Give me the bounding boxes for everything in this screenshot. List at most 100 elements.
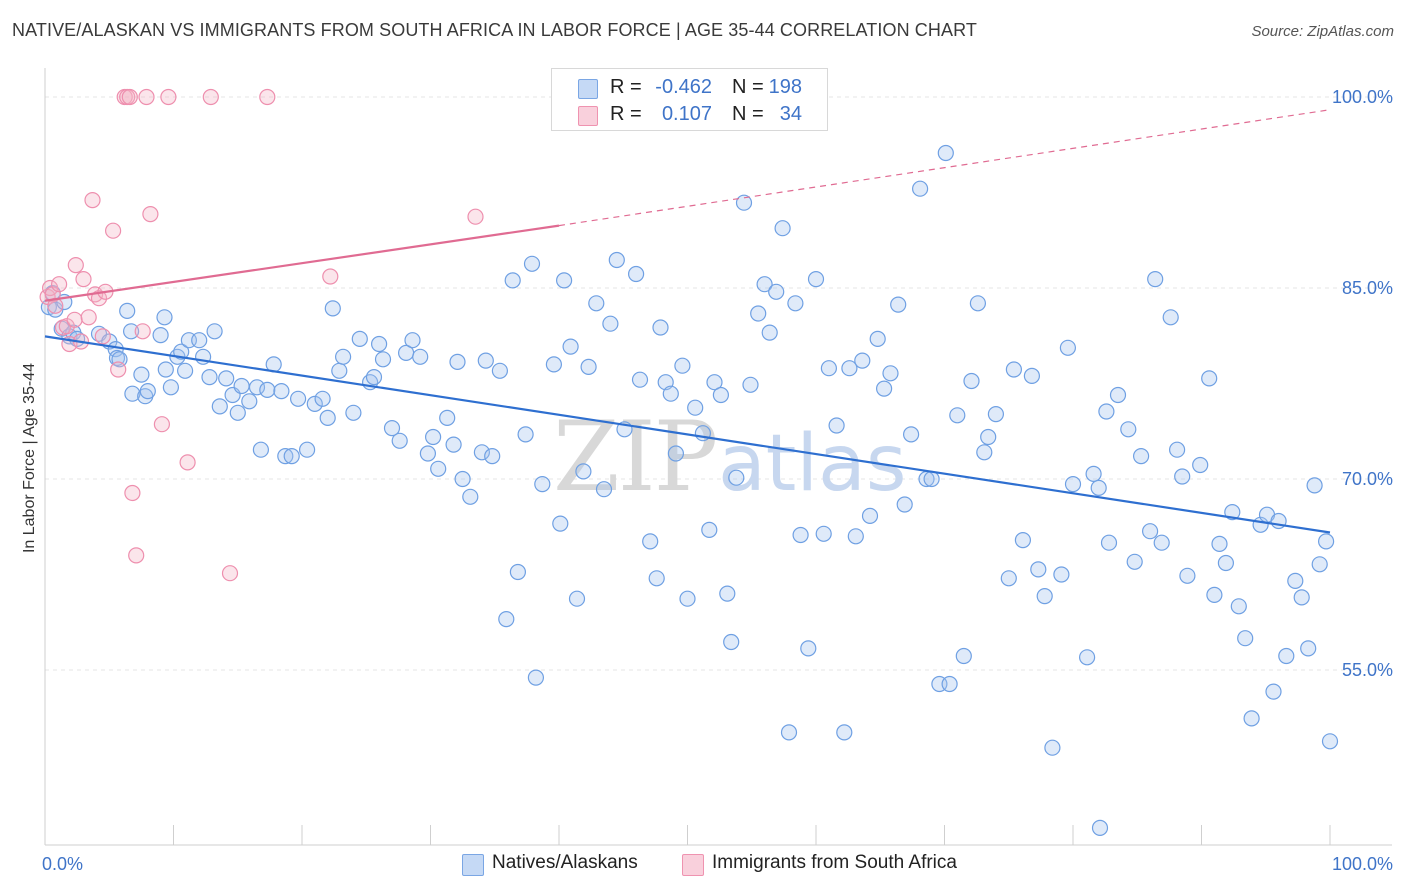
native-point xyxy=(768,283,785,300)
native-point xyxy=(631,371,649,388)
native-point xyxy=(241,393,258,410)
native-point xyxy=(735,194,753,211)
native-point xyxy=(335,348,352,365)
native-point xyxy=(211,398,228,415)
native-point xyxy=(1224,503,1241,521)
native-point xyxy=(728,469,745,486)
native-point xyxy=(963,372,980,390)
natives-alaskans-points xyxy=(40,95,1339,837)
y-tick-label: 100.0% xyxy=(1332,87,1393,107)
natives-trend-line xyxy=(44,335,1331,534)
native-point xyxy=(1078,649,1096,666)
native-point xyxy=(1201,370,1218,387)
native-point xyxy=(679,590,696,607)
native-point xyxy=(1265,683,1282,700)
south-africa-point xyxy=(138,88,155,106)
native-point xyxy=(430,460,447,477)
native-point xyxy=(229,404,246,421)
native-point xyxy=(869,330,886,347)
native-point xyxy=(949,407,966,424)
x-tick-label: 0.0% xyxy=(42,854,83,874)
native-point xyxy=(642,533,659,550)
native-point xyxy=(1147,271,1164,288)
native-point xyxy=(248,379,266,396)
native-point xyxy=(391,432,408,449)
native-point xyxy=(306,395,323,412)
native-point xyxy=(687,399,704,416)
native-point xyxy=(987,406,1005,423)
native-point xyxy=(491,362,508,379)
native-point xyxy=(1091,819,1109,837)
south-africa-point xyxy=(75,271,92,288)
legend-swatch-south-africa xyxy=(682,854,704,876)
native-point xyxy=(484,448,501,465)
n-label: N = xyxy=(732,103,764,125)
y-tick-label: 85.0% xyxy=(1342,278,1393,298)
south-africa-point xyxy=(202,88,219,106)
native-point xyxy=(575,463,592,480)
south-africa-trend-line xyxy=(44,224,560,302)
native-point xyxy=(712,386,730,404)
native-point xyxy=(1126,553,1143,570)
native-point xyxy=(290,390,307,407)
native-point xyxy=(133,366,150,383)
native-point xyxy=(498,610,515,628)
south-africa-point xyxy=(134,323,151,340)
native-point xyxy=(1287,572,1304,590)
native-point xyxy=(841,360,858,377)
native-point xyxy=(937,144,954,162)
native-point xyxy=(331,362,348,379)
native-point xyxy=(562,338,579,355)
native-point xyxy=(371,335,388,353)
native-point xyxy=(595,481,613,498)
trend-lines xyxy=(44,109,1331,534)
native-point xyxy=(1211,535,1228,553)
native-point xyxy=(218,370,235,387)
native-point xyxy=(902,426,920,443)
correlation-stats-box: R = -0.462 N = 198 R = 0.107 N = 34 xyxy=(551,68,828,131)
x-tick-label: 100.0% xyxy=(1332,854,1393,874)
r-value: 0.107 xyxy=(661,103,712,125)
y-tick-label: 55.0% xyxy=(1342,660,1393,680)
native-point xyxy=(157,361,174,378)
stats-row-natives: R = -0.462 N = 198 xyxy=(552,73,827,101)
native-point xyxy=(1100,534,1118,551)
native-point xyxy=(552,515,569,532)
native-point xyxy=(1000,570,1017,587)
native-point xyxy=(976,444,993,461)
native-point xyxy=(1174,468,1191,485)
south-africa-point xyxy=(110,361,127,378)
native-point xyxy=(1293,589,1310,606)
native-point xyxy=(374,351,392,368)
native-point xyxy=(445,436,462,453)
native-point xyxy=(1014,531,1032,549)
native-point xyxy=(191,332,208,349)
native-point xyxy=(314,390,331,407)
native-point xyxy=(1030,561,1047,578)
native-point xyxy=(545,356,563,373)
native-point xyxy=(1053,566,1070,583)
native-point xyxy=(911,180,929,197)
native-point xyxy=(201,369,218,386)
native-point xyxy=(527,669,545,686)
native-point xyxy=(156,309,173,326)
native-point xyxy=(123,323,140,340)
native-point xyxy=(404,332,421,349)
south-africa-point xyxy=(80,309,97,326)
native-point xyxy=(1311,556,1328,573)
native-point xyxy=(1109,386,1127,404)
south-africa-trend-extension xyxy=(558,109,1331,227)
native-point xyxy=(980,428,997,446)
native-point xyxy=(955,647,972,665)
native-point xyxy=(787,295,804,312)
native-point xyxy=(750,305,767,322)
source-credit: Source: ZipAtlas.com xyxy=(1251,23,1394,40)
native-point xyxy=(139,383,156,400)
y-tick-labels: 55.0% 70.0% 85.0% 100.0% xyxy=(1332,87,1393,680)
native-point xyxy=(1162,309,1179,326)
native-point xyxy=(439,409,456,426)
native-point xyxy=(277,448,294,465)
south-africa-point xyxy=(104,222,122,239)
native-point xyxy=(462,488,479,505)
native-point xyxy=(1168,441,1186,458)
